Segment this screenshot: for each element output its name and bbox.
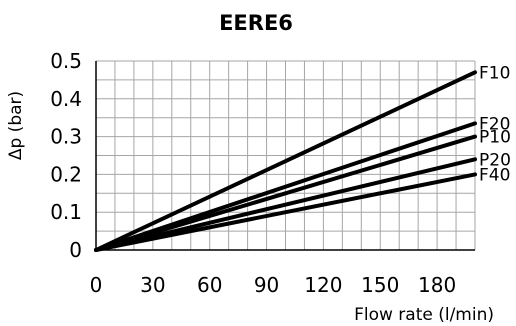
y-tick-label: 0.1 — [50, 200, 82, 224]
series-line-f10 — [94, 70, 477, 252]
x-tick-label: 120 — [304, 273, 342, 297]
x-tick-label: 150 — [361, 273, 399, 297]
series-line-p20 — [94, 157, 477, 252]
x-tick-label: 90 — [254, 273, 279, 297]
y-tick-label: 0.2 — [50, 162, 82, 186]
series-label-f40: F40 — [479, 165, 510, 185]
y-tick-label: 0.5 — [50, 49, 82, 73]
y-tick-label: 0.4 — [50, 87, 82, 111]
y-tick-labels: 0 0.1 0.2 0.3 0.4 0.5 — [50, 49, 82, 262]
series-label-p10: P10 — [479, 128, 511, 148]
axes — [95, 61, 475, 251]
x-tick-labels: 0 30 60 90 120 150 180 — [90, 273, 457, 297]
x-tick-label: 30 — [140, 273, 165, 297]
y-tick-label: 0 — [69, 238, 82, 262]
series-label-f10: F10 — [479, 63, 510, 83]
series-label-f20: F20 — [479, 114, 510, 134]
series-lines — [94, 70, 477, 252]
series-line-p10 — [94, 134, 477, 252]
x-tick-label: 180 — [418, 273, 456, 297]
y-axis-label: Δp (bar) — [6, 91, 26, 160]
x-tick-label: 60 — [197, 273, 222, 297]
series-line-f20 — [94, 121, 477, 252]
series-line-f40 — [94, 172, 477, 252]
y-tick-label: 0.3 — [50, 125, 82, 149]
series-label-p20: P20 — [479, 150, 511, 170]
chart-title: EERE6 — [219, 11, 293, 35]
x-axis-label: Flow rate (l/min) — [354, 305, 494, 325]
x-tick-label: 0 — [90, 273, 103, 297]
